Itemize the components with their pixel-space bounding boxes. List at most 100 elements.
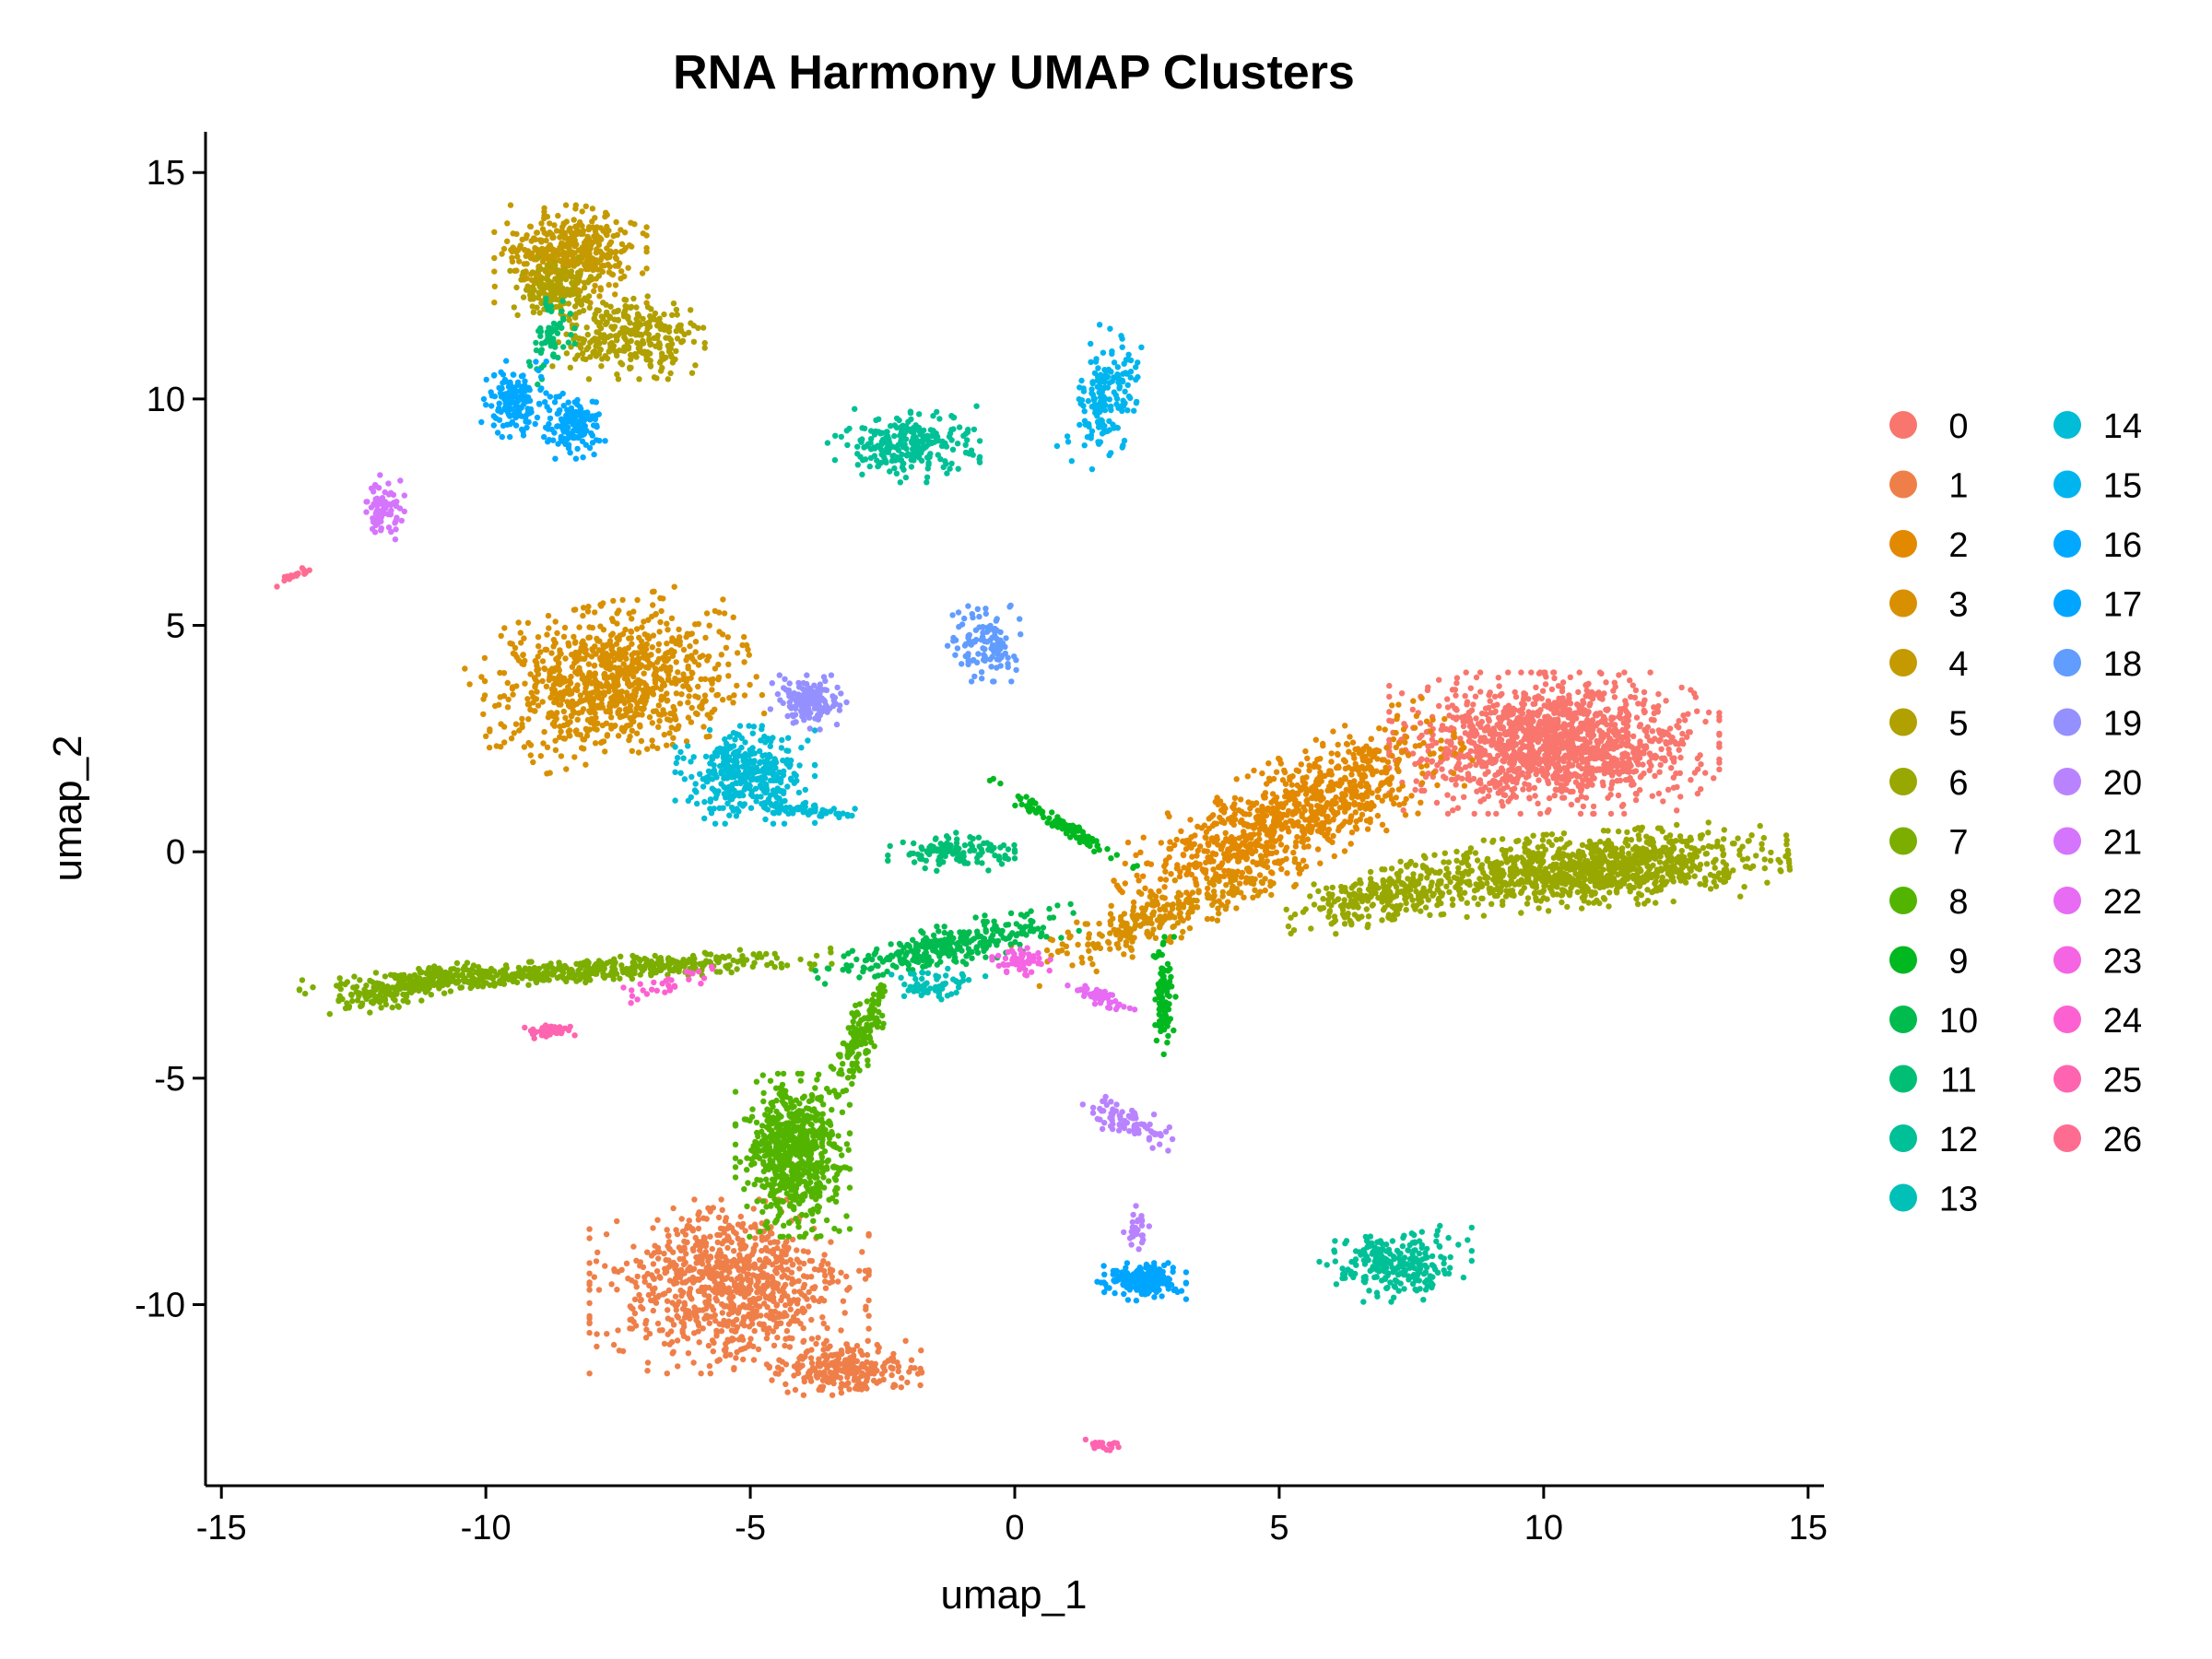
data-point	[1183, 871, 1190, 877]
data-point	[478, 674, 485, 680]
data-point	[1272, 838, 1279, 844]
data-point	[651, 588, 657, 594]
data-point	[1113, 941, 1121, 947]
data-point	[1176, 911, 1183, 917]
data-point	[1611, 694, 1618, 700]
data-point	[557, 647, 563, 653]
data-point	[1473, 761, 1479, 769]
data-point	[580, 230, 586, 237]
data-point	[614, 1218, 620, 1225]
data-point	[1347, 818, 1353, 826]
data-point	[1228, 870, 1234, 877]
data-point	[539, 677, 546, 685]
data-point	[1505, 669, 1512, 676]
data-point	[1454, 774, 1462, 781]
data-point	[630, 659, 637, 665]
data-point	[1687, 729, 1693, 735]
data-point	[1161, 863, 1168, 870]
data-point	[703, 610, 711, 617]
data-point	[1651, 717, 1657, 724]
data-point	[744, 1253, 751, 1260]
data-point	[1097, 945, 1104, 952]
data-point	[580, 605, 587, 611]
data-point	[599, 683, 606, 690]
data-point	[741, 1245, 747, 1252]
data-point	[666, 1246, 673, 1253]
data-point	[466, 681, 473, 688]
data-point	[642, 698, 649, 704]
data-point	[828, 1239, 834, 1245]
data-point	[1195, 888, 1202, 894]
data-point	[1587, 700, 1594, 707]
data-point	[599, 722, 606, 729]
data-point	[1420, 739, 1427, 747]
data-point	[547, 246, 553, 253]
data-point	[1601, 761, 1607, 769]
data-point	[613, 218, 619, 226]
data-point	[635, 749, 642, 756]
data-point	[1181, 865, 1187, 871]
data-point	[1326, 768, 1333, 774]
data-point	[844, 1287, 851, 1293]
data-point	[1497, 787, 1504, 794]
data-point	[1486, 691, 1492, 699]
data-point	[592, 740, 599, 747]
data-point	[508, 735, 515, 742]
data-point	[1063, 943, 1070, 949]
data-point	[628, 628, 634, 635]
data-point	[491, 300, 498, 306]
data-point	[511, 730, 517, 736]
data-point	[586, 1279, 593, 1286]
data-point	[530, 759, 536, 766]
data-point	[630, 718, 637, 724]
data-point	[590, 224, 596, 230]
data-point	[746, 652, 752, 658]
data-point	[902, 1337, 909, 1345]
data-point	[712, 1295, 719, 1302]
data-point	[1418, 780, 1426, 786]
data-point	[618, 653, 625, 661]
data-point	[684, 630, 691, 637]
data-point	[700, 699, 706, 705]
data-point	[1569, 740, 1576, 747]
data-point	[665, 676, 672, 682]
data-point	[560, 735, 567, 742]
data-point	[724, 1233, 731, 1240]
data-point	[1341, 848, 1348, 854]
data-point	[1512, 707, 1518, 713]
data-point	[504, 220, 511, 227]
data-point	[794, 1247, 800, 1253]
data-point	[736, 1304, 744, 1311]
data-point	[1641, 688, 1648, 696]
data-point	[1665, 786, 1672, 793]
data-point	[1559, 679, 1567, 686]
data-point	[1364, 826, 1371, 832]
data-point	[701, 676, 709, 682]
data-point	[781, 1242, 788, 1250]
data-point	[1566, 756, 1572, 762]
data-point	[631, 650, 638, 656]
data-point	[1298, 761, 1305, 768]
data-point	[652, 670, 658, 677]
data-point	[1482, 784, 1488, 791]
data-point	[1261, 861, 1267, 867]
data-point	[1067, 933, 1074, 939]
data-point	[1660, 798, 1666, 805]
data-point	[646, 1282, 653, 1289]
data-point	[668, 724, 675, 731]
data-point	[686, 1267, 693, 1274]
data-point	[1336, 805, 1344, 811]
data-point	[1580, 698, 1586, 704]
data-point	[509, 686, 516, 692]
data-point	[1585, 731, 1592, 738]
data-point	[1300, 830, 1307, 837]
data-point	[1491, 693, 1499, 700]
data-point	[696, 1339, 702, 1346]
data-point	[524, 275, 530, 282]
data-point	[1546, 794, 1553, 802]
data-point	[1203, 859, 1209, 866]
data-point	[1578, 794, 1585, 800]
data-point	[823, 1337, 830, 1345]
data-point	[1122, 880, 1129, 887]
data-point	[1359, 775, 1366, 782]
